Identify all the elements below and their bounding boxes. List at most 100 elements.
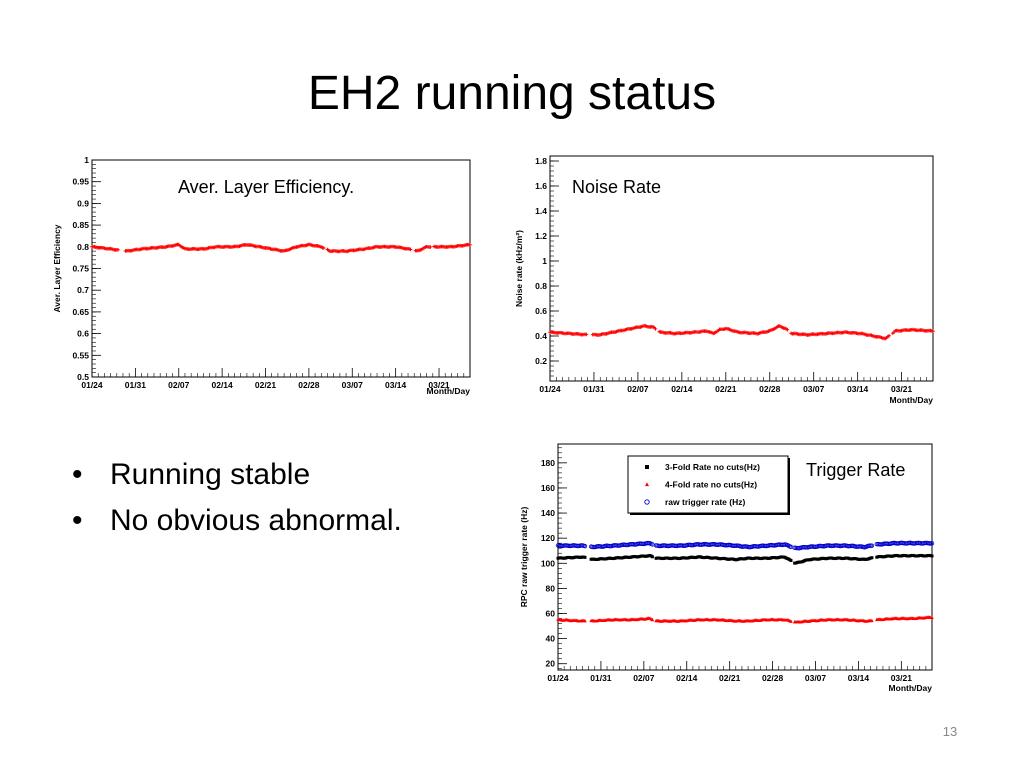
x-tick-label: 03/07 (342, 380, 364, 390)
y-tick-label: 20 (546, 659, 556, 669)
x-tick-label: 01/24 (539, 384, 561, 394)
data-point (887, 334, 891, 338)
data-point (583, 618, 587, 623)
x-tick-label: 02/28 (762, 673, 784, 683)
legend: 3-Fold Rate no cuts(Hz) 4-Fold rate no cu… (627, 455, 790, 515)
data-point (116, 247, 120, 252)
y-tick-label: 60 (546, 609, 556, 619)
legend-marker (644, 499, 650, 505)
x-tick-label: 03/07 (803, 384, 825, 394)
x-tick-label: 02/07 (627, 384, 649, 394)
chart-annotation: Trigger Rate (806, 460, 905, 480)
trigger-rate-chart: 20 40 60 80 100 120 140 160 180 01/24 01/31 02/07 02… (519, 443, 935, 693)
legend-entry: raw trigger rate (Hz) (665, 497, 745, 507)
data-point (468, 243, 472, 247)
chart-annotation: Aver. Layer Efficiency. (178, 177, 354, 197)
x-tick-label: 03/07 (805, 673, 827, 683)
x-tick-label: 03/21 (891, 673, 913, 683)
y-tick-label: 0.75 (72, 264, 89, 274)
bullet-item: No obvious abnormal. (68, 498, 402, 544)
x-axis-title: Month/Day (427, 386, 471, 396)
series-2 (555, 540, 935, 551)
x-tick-label: 02/21 (715, 384, 737, 394)
slide-title: EH2 running status (307, 67, 717, 120)
y-tick-label: 160 (541, 483, 555, 493)
x-tick-label: 02/28 (759, 384, 781, 394)
x-tick-label: 01/31 (125, 380, 147, 390)
x-tick-label: 03/14 (385, 380, 407, 390)
x-tick-label: 02/28 (298, 380, 320, 390)
y-tick-label: 100 (541, 558, 555, 568)
data-point (408, 247, 413, 252)
data-point (929, 541, 935, 546)
data-point (583, 555, 587, 559)
data-point (870, 618, 874, 623)
y-tick-label: 1.6 (535, 181, 547, 191)
y-tick-label: 0.8 (77, 242, 89, 252)
y-tick-label: 0.95 (72, 177, 89, 187)
x-axis-title: Month/Day (889, 683, 933, 693)
series-0 (556, 553, 934, 565)
page-number: 13 (942, 724, 958, 739)
legend-marker (645, 482, 649, 487)
y-tick-label: 1 (542, 256, 547, 266)
plot-frame (549, 155, 934, 382)
data-point (428, 245, 433, 249)
x-tick-label: 02/07 (633, 673, 655, 683)
bullet-list: Running stable No obvious abnormal. (68, 452, 402, 544)
data-point (321, 246, 326, 250)
y-tick-label: 0.2 (535, 356, 547, 366)
bullet-item: Running stable (68, 452, 402, 498)
x-tick-label: 01/24 (81, 380, 103, 390)
noise-rate-chart: 0.2 0.4 0.6 0.8 1 1.2 1.4 1.6 1.8 01/24 01/31 02/07… (514, 155, 935, 405)
chart-annotation: Noise Rate (572, 177, 661, 197)
series-0 (548, 323, 935, 341)
y-tick-label: 140 (541, 508, 555, 518)
data-point (930, 554, 934, 558)
y-axis-title: RPC raw trigger rate (Hz) (519, 507, 529, 608)
x-tick-label: 02/07 (168, 380, 190, 390)
y-tick-label: 0.85 (72, 220, 89, 230)
x-tick-label: 02/14 (211, 380, 233, 390)
y-tick-label: 0.4 (535, 331, 547, 341)
legend-marker (645, 465, 649, 469)
legend-entry: 4-Fold rate no cuts(Hz) (665, 480, 757, 490)
y-axis-title: Noise rate (kHz/m²) (514, 230, 524, 307)
data-point (931, 329, 935, 334)
x-axis-title: Month/Day (890, 395, 934, 405)
x-tick-label: 02/14 (671, 384, 693, 394)
legend-box (627, 455, 789, 514)
data-point (650, 617, 655, 622)
y-tick-label: 1.2 (535, 231, 547, 241)
x-tick-label: 02/21 (719, 673, 741, 683)
x-tick-label: 01/31 (583, 384, 605, 394)
x-tick-label: 02/21 (255, 380, 277, 390)
data-point (650, 555, 654, 559)
y-tick-label: 0.7 (77, 285, 89, 295)
y-tick-label: 0.55 (72, 350, 89, 360)
x-tick-label: 03/21 (428, 380, 450, 390)
x-tick-label: 01/31 (590, 673, 612, 683)
data-point (584, 332, 589, 337)
y-tick-label: 40 (546, 634, 556, 644)
data-point (789, 619, 793, 623)
data-point (870, 556, 874, 560)
y-tick-label: 0.9 (77, 198, 89, 208)
y-tick-label: 1 (84, 155, 89, 165)
x-tick-label: 03/21 (891, 384, 913, 394)
series-0 (90, 242, 472, 254)
data-point (785, 327, 790, 332)
x-tick-label: 03/14 (847, 384, 869, 394)
efficiency-chart: 0.5 0.55 0.6 0.65 0.7 0.75 0.8 0.85 0.9 0.95 1 01/2… (52, 155, 472, 396)
y-tick-label: 180 (541, 458, 555, 468)
y-axis-title: Aver. Layer Efficiency (52, 224, 62, 312)
data-point (653, 327, 658, 331)
data-point (582, 544, 588, 549)
data-point (789, 559, 793, 563)
x-tick-label: 01/24 (547, 673, 569, 683)
data-point (869, 543, 875, 548)
y-tick-label: 0.6 (77, 329, 89, 339)
x-tick-label: 02/14 (676, 673, 698, 683)
x-tick-label: 03/14 (848, 673, 870, 683)
series-1 (556, 615, 934, 624)
